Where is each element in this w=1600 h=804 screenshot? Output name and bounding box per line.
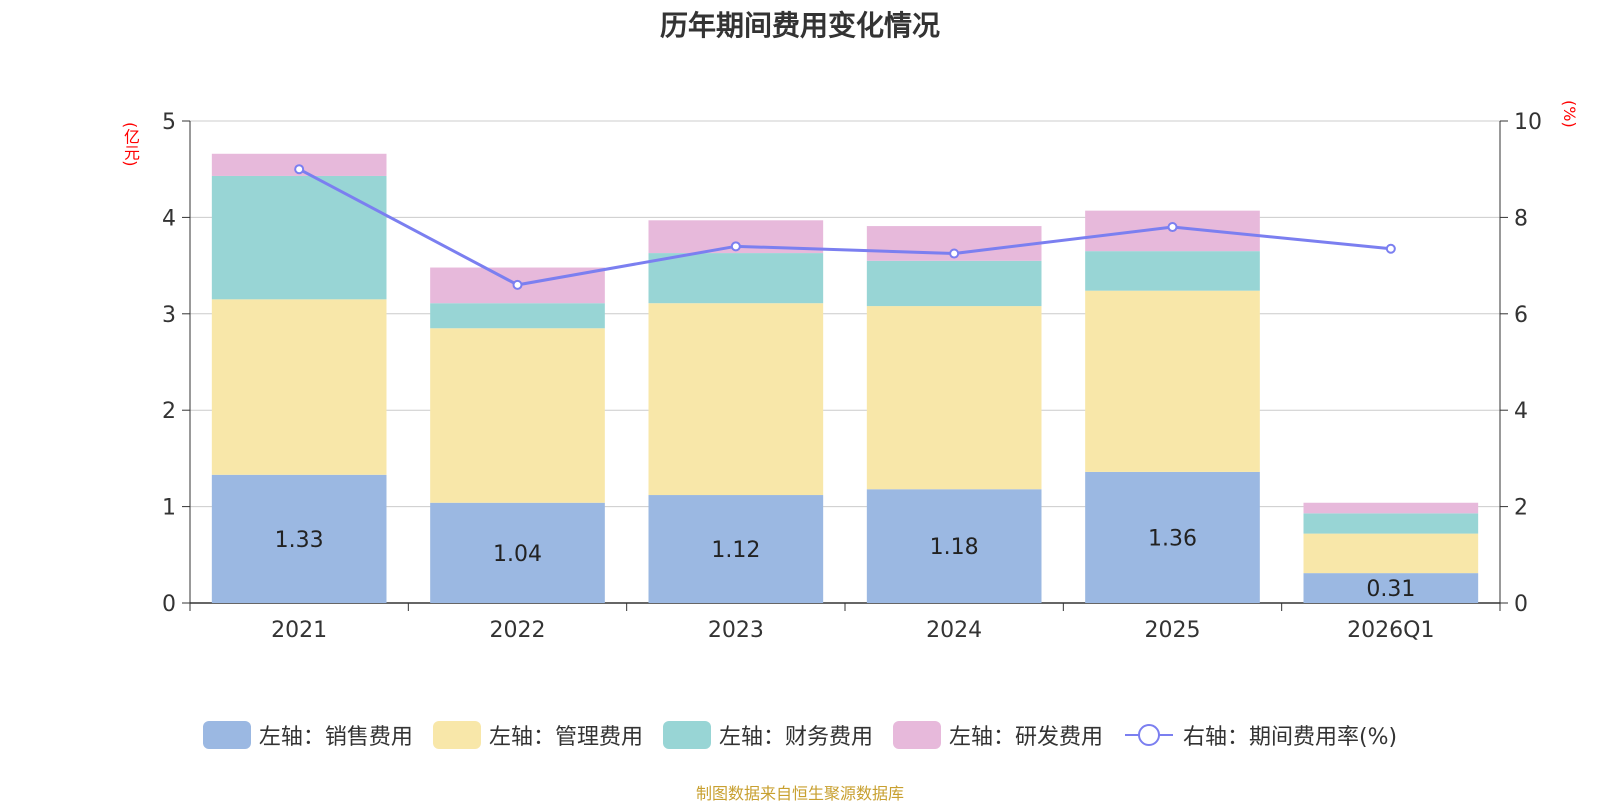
right-axis-tick-label: 10 — [1514, 110, 1542, 135]
legend-label-admin: 左轴：管理费用 — [488, 725, 643, 750]
legend-swatch-sales — [202, 721, 251, 749]
legend-label-finance: 左轴：财务费用 — [718, 725, 873, 750]
left-axis-tick-label: 4 — [162, 206, 176, 231]
legend-label-rate: 右轴：期间费用率(%) — [1182, 725, 1398, 750]
right-axis-unit: (%) — [1560, 100, 1579, 128]
bar-finance — [866, 260, 1042, 307]
data-label-sales: 1.36 — [1148, 526, 1197, 551]
bar-finance — [430, 303, 605, 329]
bar-admin — [211, 299, 387, 475]
bar-admin — [430, 328, 605, 503]
data-label-sales: 1.18 — [930, 535, 979, 560]
bar-finance — [1303, 513, 1479, 534]
bar-admin — [1303, 533, 1479, 574]
left-axis-unit: (亿元) — [121, 122, 140, 167]
x-axis-tick-label: 2026Q1 — [1347, 618, 1434, 643]
bar-admin — [866, 306, 1042, 490]
rate-point — [512, 279, 523, 290]
legend: 左轴：销售费用 左轴：管理费用 左轴：财务费用 左轴：研发费用 右轴：期间费用率… — [0, 720, 1600, 750]
left-axis-tick-label: 2 — [162, 399, 176, 424]
x-axis-tick-label: 2021 — [271, 618, 327, 643]
legend-item-rnd[interactable]: 左轴：研发费用 — [892, 719, 1103, 751]
data-label-sales: 1.12 — [711, 538, 760, 563]
right-axis-tick-label: 0 — [1514, 592, 1528, 617]
bar-finance — [211, 175, 387, 300]
legend-swatch-rnd — [892, 721, 941, 749]
rate-point — [949, 248, 960, 259]
x-axis-tick-label: 2023 — [708, 618, 764, 643]
rate-point — [730, 241, 741, 252]
legend-swatch-admin — [432, 721, 481, 749]
bar-finance — [1085, 251, 1260, 291]
bar-sales — [211, 474, 387, 603]
rate-line — [298, 167, 1391, 287]
bar-admin — [1085, 290, 1260, 472]
legend-label-rnd: 左轴：研发费用 — [948, 725, 1103, 750]
left-axis-tick-label: 0 — [162, 592, 176, 617]
bar-admin — [648, 303, 824, 496]
left-axis-tick-label: 3 — [162, 303, 176, 328]
left-axis-tick-label: 5 — [162, 110, 176, 135]
x-axis-tick-label: 2024 — [926, 618, 982, 643]
legend-swatch-rate-line — [1124, 724, 1173, 746]
data-label-sales: 1.33 — [275, 528, 324, 553]
right-axis-tick-label: 6 — [1514, 303, 1528, 328]
data-label-sales: 1.04 — [493, 542, 542, 567]
chart-title: 历年期间费用变化情况 — [659, 9, 940, 42]
rate-point — [1385, 243, 1396, 254]
legend-item-rate[interactable]: 右轴：期间费用率(%) — [1123, 719, 1397, 751]
bar-sales — [1303, 573, 1479, 603]
legend-item-sales[interactable]: 左轴：销售费用 — [202, 719, 413, 751]
legend-item-finance[interactable]: 左轴：财务费用 — [662, 719, 873, 751]
bar-sales — [1085, 471, 1260, 603]
x-axis-tick-label: 2025 — [1145, 618, 1201, 643]
legend-swatch-finance — [662, 721, 711, 749]
source-note: 制图数据来自恒生聚源数据库 — [695, 784, 904, 803]
x-axis-tick-label: 2022 — [490, 618, 546, 643]
bar-sales — [648, 495, 824, 603]
right-axis-tick-label: 4 — [1514, 399, 1528, 424]
bar-rnd — [1303, 502, 1479, 514]
rate-point — [294, 164, 305, 175]
rate-point — [1167, 222, 1178, 233]
bar-sales — [866, 489, 1042, 603]
left-axis-tick-label: 1 — [162, 496, 176, 521]
legend-label-sales: 左轴：销售费用 — [258, 725, 413, 750]
legend-item-admin[interactable]: 左轴：管理费用 — [432, 719, 643, 751]
bar-sales — [430, 502, 605, 603]
right-axis-tick-label: 8 — [1514, 206, 1528, 231]
bar-finance — [648, 253, 824, 304]
right-axis-tick-label: 2 — [1514, 496, 1528, 521]
data-label-sales: 0.31 — [1366, 577, 1415, 602]
